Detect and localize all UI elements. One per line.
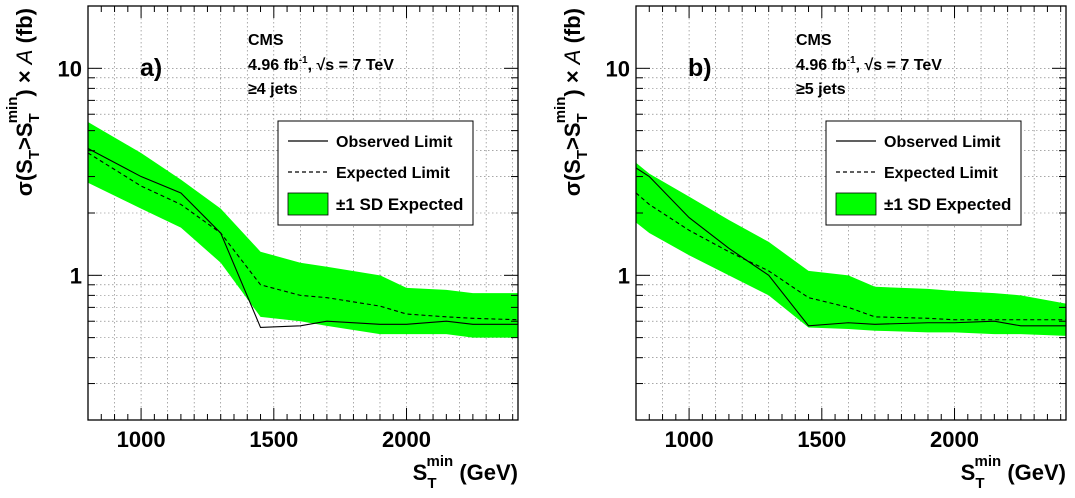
x-axis-title: STmin (GeV) <box>413 453 518 492</box>
legend-expected-label: Expected Limit <box>884 165 998 182</box>
band-1sd <box>88 122 518 338</box>
y-title-sigma: σ(S <box>12 159 37 196</box>
x-axis-title-sup: min <box>427 453 454 470</box>
legend: Observed Limit Expected Limit ±1 SD Expect… <box>277 120 474 226</box>
y-title-A: A <box>560 50 585 67</box>
x-axis-title-sub: T <box>427 475 436 492</box>
y-title-unit: (fb) <box>560 8 585 50</box>
x-ticks <box>635 6 1062 420</box>
y-tick-label: 10 <box>58 56 82 81</box>
panel-label: b) <box>688 54 712 82</box>
x-axis-title-unit: (GeV) <box>453 460 518 485</box>
x-axis-title: STmin (GeV) <box>961 453 1066 492</box>
x-tick-label: 1500 <box>797 427 846 452</box>
y-axis-title: σ(ST>STmin) × A (fb) <box>4 8 43 196</box>
y-axis-title: σ(ST>STmin) × A (fb) <box>552 8 591 196</box>
panel-b: 1000 1500 2000 1 10 b) CMS 4.96 fb-1, √s = 7 Te… <box>552 5 1067 492</box>
legend-expected-label: Expected Limit <box>336 165 450 182</box>
expected-limit-line <box>88 152 518 321</box>
experiment-label: CMS <box>796 32 832 49</box>
y-title-sub1: T <box>26 150 43 159</box>
x-tick-label: 1000 <box>117 427 166 452</box>
lumi-unit-sup: -1 <box>299 55 308 66</box>
y-title-sub2: T <box>26 113 43 122</box>
lumi-value: 4.96 fb <box>248 57 299 74</box>
observed-limit-line <box>88 147 518 329</box>
legend-band-label: ±1 SD Expected <box>884 195 1011 214</box>
x-tick-label: 1000 <box>665 427 714 452</box>
y-title-sigma: σ(S <box>560 159 585 196</box>
x-tick-label: 2000 <box>382 427 431 452</box>
experiment-label: CMS <box>248 32 284 49</box>
observed-limit-line <box>636 167 1066 327</box>
y-tick-label: 1 <box>70 263 82 288</box>
y-ticks <box>636 67 1066 385</box>
x-axis-title-main: S <box>413 460 428 485</box>
x-ticks <box>87 6 514 420</box>
lumi-unit-sup: -1 <box>847 55 856 66</box>
x-axis-title-unit: (GeV) <box>1001 460 1066 485</box>
y-title-gt: >S <box>12 122 37 150</box>
selection-label: ≥5 jets <box>796 81 846 98</box>
legend-band-swatch <box>835 192 877 216</box>
legend-observed-label: Observed Limit <box>884 134 1001 151</box>
y-ticks <box>88 67 518 385</box>
y-tick-label: 1 <box>618 263 630 288</box>
selection-label: ≥4 jets <box>248 81 298 98</box>
y-title-gt: >S <box>560 122 585 150</box>
grid <box>88 6 518 420</box>
x-tick-label: 1500 <box>249 427 298 452</box>
y-title-sup: min <box>552 97 569 124</box>
y-title-A: A <box>12 50 37 67</box>
band-1sd <box>636 162 1066 336</box>
x-axis-title-main: S <box>961 460 976 485</box>
legend: Observed Limit Expected Limit ±1 SD Expect… <box>825 120 1022 226</box>
legend-band-label: ±1 SD Expected <box>336 195 463 214</box>
y-title-sup: min <box>4 97 21 124</box>
y-title-unit: (fb) <box>12 8 37 50</box>
legend-band-swatch <box>287 192 329 216</box>
expected-limit-line <box>636 192 1066 321</box>
y-title-times: ) × <box>560 64 585 96</box>
panel-a: 1000 1500 2000 1 10 a) CMS 4.96 fb-1, √s = 7 Te… <box>4 5 519 492</box>
energy-label: , √s = 7 TeV <box>308 57 395 74</box>
lumi-value: 4.96 fb <box>796 57 847 74</box>
lumi-energy-label: 4.96 fb-1, √s = 7 TeV <box>248 55 394 74</box>
legend-observed-label: Observed Limit <box>336 134 453 151</box>
y-title-sub1: T <box>574 150 591 159</box>
y-title-times: ) × <box>12 64 37 96</box>
y-tick-label: 10 <box>606 56 630 81</box>
grid <box>636 6 1066 420</box>
plot-area <box>636 162 1066 336</box>
x-axis-title-sub: T <box>975 475 984 492</box>
x-tick-label: 2000 <box>930 427 979 452</box>
energy-label: , √s = 7 TeV <box>856 57 943 74</box>
lumi-energy-label: 4.96 fb-1, √s = 7 TeV <box>796 55 942 74</box>
y-title-sub2: T <box>574 113 591 122</box>
plot-area <box>88 122 518 338</box>
x-axis-title-sup: min <box>975 453 1002 470</box>
panel-label: a) <box>140 54 162 82</box>
